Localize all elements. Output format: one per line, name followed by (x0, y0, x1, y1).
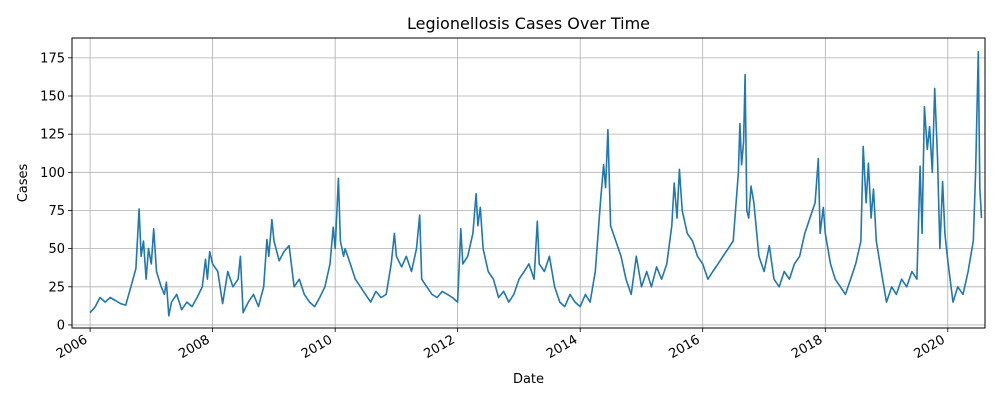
grid-layer (72, 38, 985, 328)
series-layer (89, 50, 983, 317)
plot-frame (71, 37, 986, 329)
x-tick-label: 2016 (667, 332, 703, 362)
y-axis-label: Cases (16, 163, 31, 202)
x-tick-label: 2014 (544, 332, 580, 362)
y-tick-label: 100 (40, 166, 65, 181)
chart-title: Legionellosis Cases Over Time (407, 14, 650, 33)
y-tick-label: 150 (40, 90, 65, 105)
y-ticks: 0 25 50 75 100 125 150 175 (40, 51, 72, 333)
y-tick-label: 25 (48, 280, 65, 295)
series-line (89, 50, 983, 317)
y-tick-label: 0 (57, 318, 65, 333)
y-tick-label: 125 (40, 128, 65, 143)
x-tick-label: 2018 (789, 332, 825, 362)
x-tick-label: 2008 (176, 332, 212, 362)
x-tick-label: 2020 (912, 332, 948, 362)
x-axis-label: Date (513, 372, 544, 387)
x-tick-label: 2006 (54, 332, 90, 362)
y-tick-label: 75 (48, 204, 65, 219)
x-tick-label: 2010 (299, 332, 335, 362)
x-tick-label: 2012 (421, 332, 457, 362)
y-tick-label: 175 (40, 51, 65, 66)
y-tick-label: 50 (48, 242, 65, 257)
x-ticks: 2006 2008 2010 2012 2014 2016 2018 2020 (54, 328, 949, 362)
